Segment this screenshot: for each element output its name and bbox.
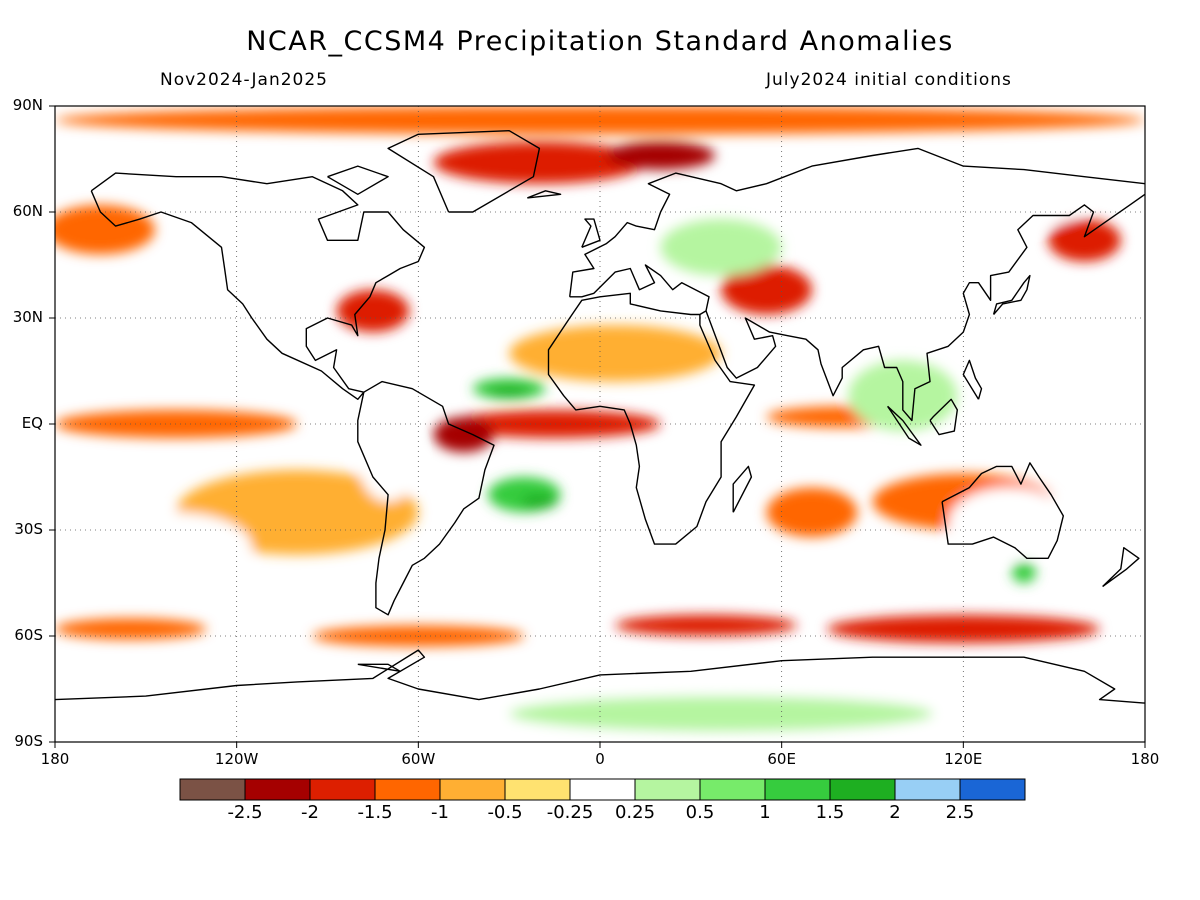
longitude-label: 120E bbox=[944, 750, 983, 768]
legend-swatch bbox=[569, 778, 636, 801]
anomaly-region bbox=[433, 416, 495, 453]
forecast-season: Nov2024-Jan2025 bbox=[160, 70, 328, 90]
legend-swatch bbox=[829, 778, 896, 801]
coastline bbox=[527, 190, 562, 199]
anomaly-region bbox=[433, 141, 646, 184]
latitude-label: 60S bbox=[14, 626, 43, 644]
legend-swatch bbox=[764, 778, 831, 801]
anomaly-region bbox=[487, 386, 531, 398]
anomaly-region bbox=[336, 289, 410, 333]
coastline bbox=[992, 274, 1031, 315]
anomaly-region bbox=[721, 265, 812, 315]
anomaly-region bbox=[660, 219, 782, 276]
anomaly-region bbox=[448, 409, 661, 439]
map-title: NCAR_CCSM4 Precipitation Standard Anomal… bbox=[246, 26, 954, 57]
legend-label: -2 bbox=[301, 802, 319, 823]
coastline bbox=[705, 193, 1145, 422]
coastline bbox=[732, 465, 753, 513]
legend-label: 1 bbox=[759, 802, 771, 823]
coastline bbox=[90, 172, 426, 400]
coastline bbox=[1102, 547, 1140, 588]
anomaly-region bbox=[55, 204, 155, 255]
legend-swatch bbox=[179, 778, 246, 801]
legend-swatch bbox=[374, 778, 441, 801]
legend-label: 2 bbox=[889, 802, 901, 823]
legend-label: 0.5 bbox=[685, 802, 715, 823]
legend-label: -1.5 bbox=[357, 802, 393, 823]
legend-label: -1 bbox=[431, 802, 449, 823]
longitude-label: 180 bbox=[40, 750, 70, 768]
legend-swatch bbox=[699, 778, 766, 801]
anomaly-region bbox=[766, 487, 858, 538]
coastline bbox=[887, 405, 922, 446]
legend-label: -2.5 bbox=[227, 802, 263, 823]
anomaly-region bbox=[1048, 219, 1121, 262]
longitude-label: 60E bbox=[767, 750, 796, 768]
latitude-label: 30N bbox=[12, 308, 43, 326]
legend-swatch bbox=[959, 778, 1026, 801]
anomaly-region bbox=[357, 416, 419, 502]
anomaly-region bbox=[948, 487, 1070, 559]
anomaly-region bbox=[606, 141, 716, 170]
legend-label: 1.5 bbox=[815, 802, 845, 823]
precipitation-anomaly-map bbox=[49, 105, 1146, 748]
longitude-label: 180 bbox=[1130, 750, 1160, 768]
initial-conditions: July2024 initial conditions bbox=[766, 70, 1012, 90]
coastline bbox=[569, 147, 1145, 297]
coastline bbox=[357, 380, 495, 616]
coastlines bbox=[55, 129, 1145, 704]
longitude-label: 0 bbox=[595, 750, 605, 768]
legend-swatch bbox=[439, 778, 506, 801]
coastline bbox=[547, 264, 756, 545]
anomaly-region bbox=[1011, 561, 1036, 584]
legend-swatch bbox=[634, 778, 701, 801]
coastline bbox=[941, 462, 1065, 559]
legend-swatch bbox=[894, 778, 961, 801]
latitude-label: 90S bbox=[14, 732, 43, 750]
longitude-label: 60W bbox=[401, 750, 436, 768]
longitude-label: 120W bbox=[214, 750, 259, 768]
legend-swatch bbox=[504, 778, 571, 801]
anomaly-region bbox=[55, 106, 1145, 135]
coastline bbox=[962, 359, 983, 400]
latitude-label: 30S bbox=[14, 520, 43, 538]
coastline bbox=[929, 398, 958, 436]
legend-label: -0.25 bbox=[546, 802, 594, 823]
legend-label: 2.5 bbox=[945, 802, 975, 823]
coastline bbox=[581, 218, 601, 248]
latitude-label: 60N bbox=[12, 202, 43, 220]
anomaly-region bbox=[55, 618, 207, 640]
coastline bbox=[327, 165, 389, 196]
anomaly-region bbox=[509, 325, 722, 382]
legend-label: 0.25 bbox=[614, 802, 656, 823]
anomaly-region bbox=[100, 512, 252, 584]
coastline bbox=[387, 129, 541, 213]
legend-swatch bbox=[309, 778, 376, 801]
map-field bbox=[55, 106, 1145, 742]
latitude-label: EQ bbox=[21, 414, 43, 432]
coastline bbox=[55, 649, 1145, 704]
coastline bbox=[357, 663, 401, 672]
legend-label: -0.5 bbox=[487, 802, 523, 823]
anomaly-region bbox=[615, 614, 797, 637]
latitude-label: 90N bbox=[12, 96, 43, 114]
anomaly-region bbox=[521, 494, 558, 509]
anomaly-region bbox=[509, 696, 934, 732]
color-legend bbox=[179, 778, 1026, 801]
anomaly-region bbox=[842, 176, 1085, 234]
legend-swatch bbox=[244, 778, 311, 801]
